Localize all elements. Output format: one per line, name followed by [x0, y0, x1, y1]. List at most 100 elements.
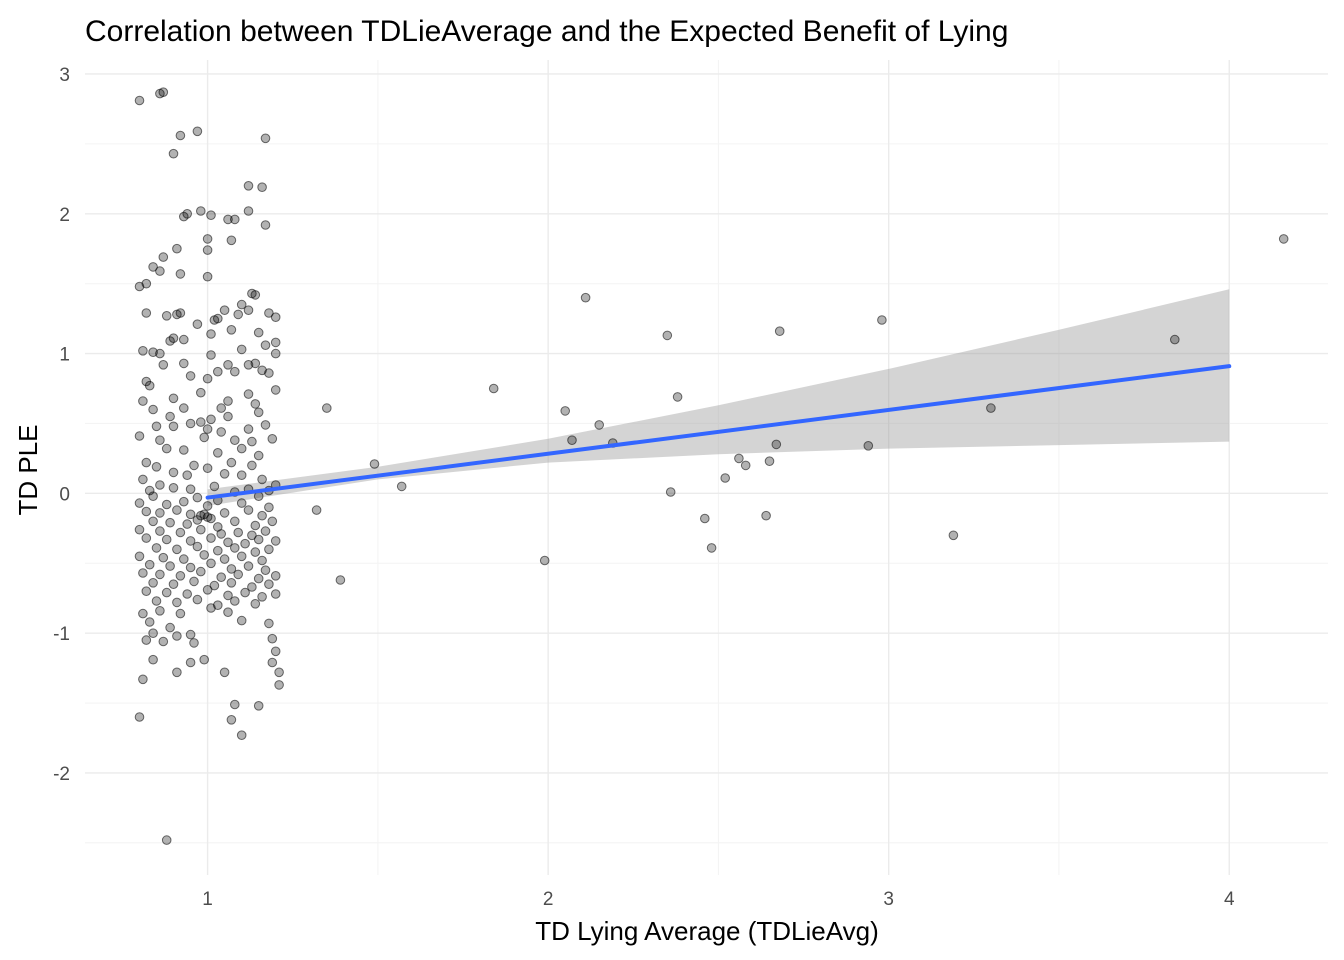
data-point: [168, 421, 179, 432]
data-point: [155, 348, 165, 359]
data-point: [209, 580, 220, 591]
data-point: [199, 432, 209, 443]
data-point: [223, 214, 233, 225]
data-point: [141, 278, 152, 289]
data-point: [189, 576, 199, 587]
data-point: [877, 315, 887, 325]
data-point: [257, 510, 267, 521]
data-point: [202, 234, 213, 244]
data-point: [240, 538, 250, 549]
x-tick-label: 3: [883, 889, 894, 910]
data-point: [148, 578, 158, 588]
data-point: [202, 585, 213, 595]
data-point: [206, 533, 216, 543]
data-point: [253, 534, 264, 545]
data-point: [155, 606, 165, 616]
data-point: [247, 460, 257, 471]
data-point: [369, 459, 380, 469]
data-point: [335, 575, 346, 585]
data-point: [196, 206, 206, 216]
data-point: [267, 633, 278, 644]
data-point: [243, 561, 254, 571]
data-point: [253, 407, 264, 418]
data-point: [161, 534, 172, 545]
data-point: [158, 252, 169, 262]
data-point: [148, 262, 158, 272]
data-point: [264, 544, 274, 555]
data-point: [202, 501, 213, 511]
data-point: [396, 481, 407, 492]
data-point: [199, 550, 209, 560]
data-point: [185, 371, 196, 381]
data-point: [206, 513, 216, 524]
data-point: [233, 527, 243, 538]
data-point: [243, 505, 254, 515]
data-point: [233, 309, 243, 320]
data-point: [1278, 234, 1289, 244]
data-point: [172, 667, 182, 678]
data-point: [216, 529, 226, 539]
data-point: [175, 269, 186, 279]
data-point: [219, 305, 230, 316]
data-point: [257, 474, 267, 485]
data-point: [267, 657, 278, 668]
y-tick-label: 1: [59, 345, 70, 366]
data-point: [209, 481, 220, 492]
data-point: [202, 373, 213, 384]
data-point: [165, 517, 175, 528]
data-point: [223, 607, 233, 618]
data-point: [206, 603, 216, 613]
data-point: [213, 366, 223, 377]
data-point: [219, 469, 230, 479]
data-point: [216, 427, 226, 437]
data-point: [311, 505, 322, 515]
data-point: [155, 569, 165, 580]
data-point: [539, 555, 550, 566]
data-point: [226, 325, 237, 335]
data-point: [138, 568, 148, 578]
data-point: [270, 571, 281, 581]
data-point: [236, 498, 247, 508]
data-point: [168, 579, 179, 590]
data-point: [226, 457, 237, 468]
data-point: [161, 835, 172, 845]
data-point: [223, 590, 233, 601]
data-point: [267, 434, 278, 444]
data-point: [185, 484, 196, 495]
data-point: [720, 473, 731, 483]
data-point: [270, 385, 281, 395]
data-point: [185, 536, 196, 546]
data-point: [179, 445, 189, 455]
chart-title: Correlation between TDLieAverage and the…: [85, 15, 1008, 48]
data-point: [253, 701, 264, 711]
data-point: [274, 667, 284, 678]
data-point: [560, 406, 571, 416]
data-point: [134, 524, 145, 535]
data-point: [230, 516, 240, 527]
data-point: [179, 554, 189, 564]
data-point: [179, 211, 189, 222]
data-point: [185, 657, 196, 668]
data-point: [771, 439, 782, 450]
y-axis-title: TD PLE: [13, 424, 43, 515]
data-point: [247, 582, 257, 592]
data-point: [199, 509, 209, 520]
data-point: [138, 396, 148, 406]
data-point: [179, 358, 189, 369]
data-point: [236, 730, 247, 741]
data-point: [141, 457, 152, 468]
data-point: [165, 411, 175, 422]
data-point: [138, 474, 148, 485]
data-point: [226, 564, 237, 574]
data-point: [665, 487, 676, 497]
y-tick-label: 0: [59, 484, 70, 505]
data-point: [230, 366, 240, 377]
data-point: [247, 436, 257, 447]
data-point: [168, 467, 179, 478]
data-point: [138, 608, 148, 619]
data-point: [216, 572, 226, 583]
data-point: [172, 309, 182, 320]
data-point: [175, 130, 186, 141]
data-point: [270, 312, 281, 323]
